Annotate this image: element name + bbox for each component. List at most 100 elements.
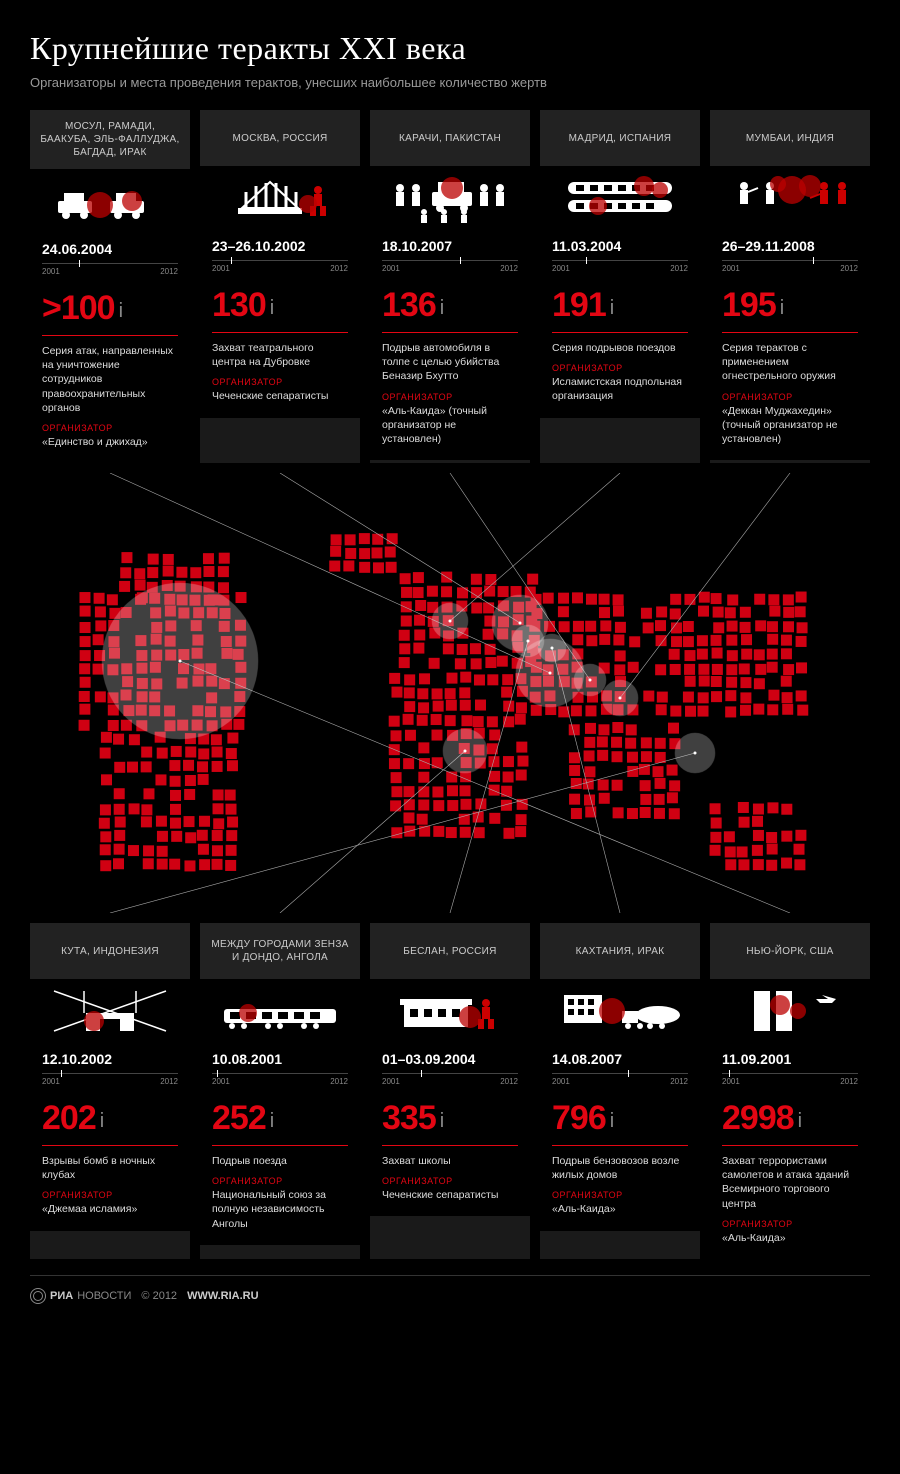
card-location: КАХТАНИЯ, ИРАК [540,923,700,979]
card-date: 24.06.2004 [42,241,178,257]
card-icon [30,169,190,231]
card-date: 10.08.2001 [212,1051,348,1067]
card-icon [30,979,190,1041]
organizer-label: ОРГАНИЗАТОР [552,363,688,373]
card-date: 12.10.2002 [42,1051,178,1067]
organizer-label: ОРГАНИЗАТОР [722,392,858,402]
event-card: МЕЖДУ ГОРОДАМИ ЗЕНЗА И ДОНДО, АНГОЛА 10.… [200,923,360,1259]
death-count: 796i [552,1101,613,1135]
card-description: Захват школы [382,1154,518,1168]
death-count: 252i [212,1101,273,1135]
cards-bottom-row: КУТА, ИНДОНЕЗИЯ 12.10.2002 2001 2012 202… [30,923,870,1259]
card-timeline: 2001 2012 [552,1071,688,1089]
timeline-start: 2001 [212,264,230,273]
event-card: БЕСЛАН, РОССИЯ 01–03.09.2004 2001 2012 3… [370,923,530,1259]
death-count: >100i [42,291,122,325]
copyright: © 2012 [141,1290,177,1302]
card-icon [540,979,700,1041]
timeline-end: 2012 [500,264,518,273]
organizer-label: ОРГАНИЗАТОР [722,1219,858,1229]
card-location: МЕЖДУ ГОРОДАМИ ЗЕНЗА И ДОНДО, АНГОЛА [200,923,360,979]
card-date: 23–26.10.2002 [212,238,348,254]
organizer-label: ОРГАНИЗАТОР [382,392,518,402]
card-location: НЬЮ-ЙОРК, США [710,923,870,979]
page-subtitle: Организаторы и места проведения терактов… [30,75,870,90]
organizer-name: Национальный союз за полную независимост… [212,1188,348,1231]
event-card: КАРАЧИ, ПАКИСТАН 18.10.2007 2001 2012 13… [370,110,530,463]
organizer-label: ОРГАНИЗАТОР [382,1176,518,1186]
organizer-label: ОРГАНИЗАТОР [212,1176,348,1186]
event-card: КУТА, ИНДОНЕЗИЯ 12.10.2002 2001 2012 202… [30,923,190,1259]
card-date: 14.08.2007 [552,1051,688,1067]
card-description: Захват террористами самолетов и атака зд… [722,1154,858,1211]
timeline-start: 2001 [722,1077,740,1086]
death-count: 136i [382,288,443,322]
event-card: МАДРИД, ИСПАНИЯ 11.03.2004 2001 2012 191… [540,110,700,463]
card-icon [370,166,530,228]
event-card: МУМБАИ, ИНДИЯ 26–29.11.2008 2001 2012 19… [710,110,870,463]
card-date: 01–03.09.2004 [382,1051,518,1067]
footer-url: WWW.RIA.RU [187,1290,258,1302]
card-location: МУМБАИ, ИНДИЯ [710,110,870,166]
timeline-start: 2001 [552,264,570,273]
card-description: Подрыв бензовозов возле жилых домов [552,1154,688,1182]
card-location: МОСКВА, РОССИЯ [200,110,360,166]
card-timeline: 2001 2012 [42,261,178,279]
organizer-name: «Аль-Каида» [552,1202,688,1216]
card-icon [200,166,360,228]
organizer-label: ОРГАНИЗАТОР [42,423,178,433]
event-card: МОСКВА, РОССИЯ 23–26.10.2002 2001 2012 1… [200,110,360,463]
card-icon [370,979,530,1041]
death-count: 195i [722,288,783,322]
cards-top-row: МОСУЛ, РАМАДИ, БААКУБА, ЭЛЬ-ФАЛЛУДЖА, БА… [30,110,870,463]
timeline-start: 2001 [552,1077,570,1086]
timeline-start: 2001 [42,1077,60,1086]
brand-text-2: НОВОСТИ [77,1290,131,1302]
card-timeline: 2001 2012 [42,1071,178,1089]
organizer-name: Исламистская подпольная организация [552,375,688,403]
card-description: Подрыв поезда [212,1154,348,1168]
organizer-name: Чеченские сепаратисты [382,1188,518,1202]
card-location: БЕСЛАН, РОССИЯ [370,923,530,979]
card-description: Серия терактов с применением огнестрельн… [722,341,858,384]
card-location: МОСУЛ, РАМАДИ, БААКУБА, ЭЛЬ-ФАЛЛУДЖА, БА… [30,110,190,169]
card-date: 26–29.11.2008 [722,238,858,254]
world-map [30,473,870,913]
card-timeline: 2001 2012 [722,258,858,276]
card-date: 18.10.2007 [382,238,518,254]
card-timeline: 2001 2012 [382,1071,518,1089]
timeline-start: 2001 [722,264,740,273]
footer: РИА НОВОСТИ © 2012 WWW.RIA.RU [30,1275,870,1304]
death-count: 191i [552,288,613,322]
timeline-start: 2001 [212,1077,230,1086]
timeline-start: 2001 [382,1077,400,1086]
timeline-end: 2012 [160,1077,178,1086]
organizer-name: «Аль-Каида» (точный организатор не устан… [382,404,518,447]
card-timeline: 2001 2012 [552,258,688,276]
event-card: НЬЮ-ЙОРК, США 11.09.2001 2001 2012 2998i… [710,923,870,1259]
card-date: 11.03.2004 [552,238,688,254]
timeline-end: 2012 [670,264,688,273]
card-icon [540,166,700,228]
organizer-label: ОРГАНИЗАТОР [212,377,348,387]
event-card: КАХТАНИЯ, ИРАК 14.08.2007 2001 2012 796i… [540,923,700,1259]
timeline-start: 2001 [382,264,400,273]
card-description: Серия подрывов поездов [552,341,688,355]
brand-logo-icon [30,1288,46,1304]
card-icon [710,979,870,1041]
organizer-label: ОРГАНИЗАТОР [552,1190,688,1200]
organizer-name: «Единство и джихад» [42,435,178,449]
timeline-end: 2012 [330,264,348,273]
brand-logo: РИА НОВОСТИ [30,1288,131,1304]
death-count: 2998i [722,1101,801,1135]
map-svg [30,473,870,913]
death-count: 202i [42,1101,103,1135]
organizer-name: «Деккан Муджахедин» (точный организатор … [722,404,858,447]
death-count: 335i [382,1101,443,1135]
card-description: Захват театрального центра на Дубровке [212,341,348,369]
card-location: КУТА, ИНДОНЕЗИЯ [30,923,190,979]
card-timeline: 2001 2012 [382,258,518,276]
organizer-name: Чеченские сепаратисты [212,389,348,403]
card-description: Взрывы бомб в ночных клубах [42,1154,178,1182]
brand-text-1: РИА [50,1290,73,1302]
